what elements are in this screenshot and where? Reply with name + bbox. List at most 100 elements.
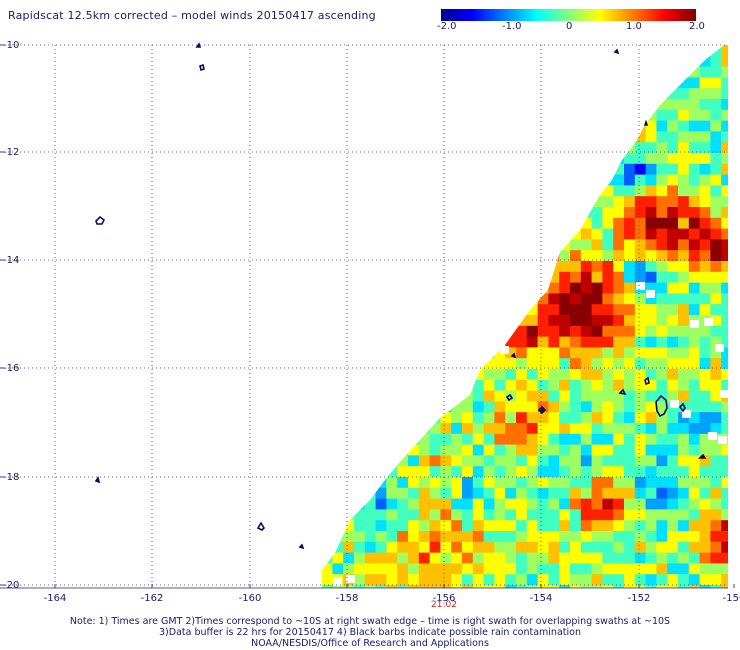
swath-cell	[364, 574, 376, 586]
swath-cell	[667, 433, 679, 445]
swath-cell	[548, 574, 560, 586]
swath-cell	[300, 401, 311, 412]
swath-cell	[678, 109, 690, 121]
swath-cell	[472, 347, 484, 359]
swath-cell	[570, 401, 582, 413]
swath-cell	[505, 325, 517, 337]
swath-cell	[364, 163, 376, 175]
swath-cell	[516, 455, 528, 467]
swath-cell	[591, 250, 603, 262]
swath-cell	[613, 99, 625, 111]
swath-cell	[678, 282, 690, 294]
swath-cell	[667, 261, 679, 273]
swath-cell	[505, 379, 517, 391]
swath-cell	[645, 541, 657, 553]
swath-cell	[322, 563, 333, 575]
swath-cell	[386, 271, 398, 283]
swath-cell	[300, 434, 311, 445]
swath-cell	[591, 423, 603, 435]
swath-cell	[418, 66, 430, 78]
swath-cell	[710, 336, 722, 348]
swath-cell	[678, 487, 690, 499]
swath-cell	[602, 412, 614, 424]
swath-cell	[354, 433, 366, 445]
swath-cell	[364, 55, 376, 67]
swath-cell	[559, 379, 571, 391]
swath-cell	[440, 174, 452, 186]
swath-cell	[397, 271, 409, 283]
swath-cell	[602, 379, 614, 391]
swath-cell	[624, 271, 636, 283]
swath-cell	[472, 390, 484, 402]
swath-cell	[559, 120, 571, 132]
swath-cell	[699, 163, 711, 175]
swath-cell	[322, 45, 333, 57]
swath-cell	[429, 163, 441, 175]
swath-cell	[483, 207, 495, 219]
swath-cell	[570, 217, 582, 229]
swath-cell	[634, 487, 646, 499]
swath-cell	[343, 261, 355, 273]
swath-cell	[602, 455, 614, 467]
swath-cell	[375, 423, 387, 435]
swath-cell	[699, 541, 711, 553]
swath-cell	[375, 228, 387, 240]
swath-cell	[418, 55, 430, 67]
swath-cell	[451, 315, 463, 327]
swath-cell	[688, 153, 700, 165]
swath-cell	[375, 369, 387, 381]
swath-cell	[688, 347, 700, 359]
swath-cell	[537, 325, 549, 337]
swath-cell	[483, 390, 495, 402]
swath-cell	[699, 498, 711, 510]
swath-cell	[591, 401, 603, 413]
swath-cell	[613, 185, 625, 197]
swath-cell	[322, 261, 333, 273]
swath-cell	[580, 466, 592, 478]
swath-cell	[580, 271, 592, 283]
swath-cell	[300, 477, 311, 488]
swath-cell	[721, 358, 728, 370]
y-tick-label: -18	[3, 472, 19, 483]
swath-cell	[343, 88, 355, 100]
swath-cell	[494, 120, 506, 132]
swath-cell	[537, 88, 549, 100]
swath-cell	[364, 293, 376, 305]
swath-cell	[311, 391, 322, 402]
swath-cell	[537, 498, 549, 510]
swath-cell	[429, 131, 441, 143]
swath-cell	[591, 271, 603, 283]
swath-cell	[591, 477, 603, 489]
swath-cell	[300, 239, 311, 250]
swath-cell	[645, 250, 657, 262]
swath-cell	[311, 563, 322, 574]
swath-cell	[332, 250, 344, 262]
swath-cell	[364, 45, 376, 57]
swath-cell	[613, 55, 625, 67]
swath-cell	[311, 77, 322, 88]
swath-cell	[364, 379, 376, 391]
swath-cell	[364, 174, 376, 186]
swath-cell	[397, 487, 409, 499]
swath-cell	[451, 185, 463, 197]
swath-cell	[526, 520, 538, 532]
swath-cell	[710, 174, 722, 186]
swath-cell	[548, 509, 560, 521]
swath-cell	[322, 347, 333, 359]
swath-cell	[440, 379, 452, 391]
swath-cell	[656, 250, 668, 262]
swath-cell	[699, 120, 711, 132]
swath-cell	[494, 541, 506, 553]
swath-cell	[354, 304, 366, 316]
swath-cell	[559, 282, 571, 294]
swath-cell	[537, 153, 549, 165]
swath-cell	[343, 390, 355, 402]
swath-cell	[451, 325, 463, 337]
swath-cell	[505, 99, 517, 111]
swath-cell	[516, 66, 528, 78]
swath-cell	[624, 55, 636, 67]
swath-cell	[624, 347, 636, 359]
swath-cell	[645, 77, 657, 89]
swath-cell	[505, 228, 517, 240]
swath-cell	[343, 412, 355, 424]
